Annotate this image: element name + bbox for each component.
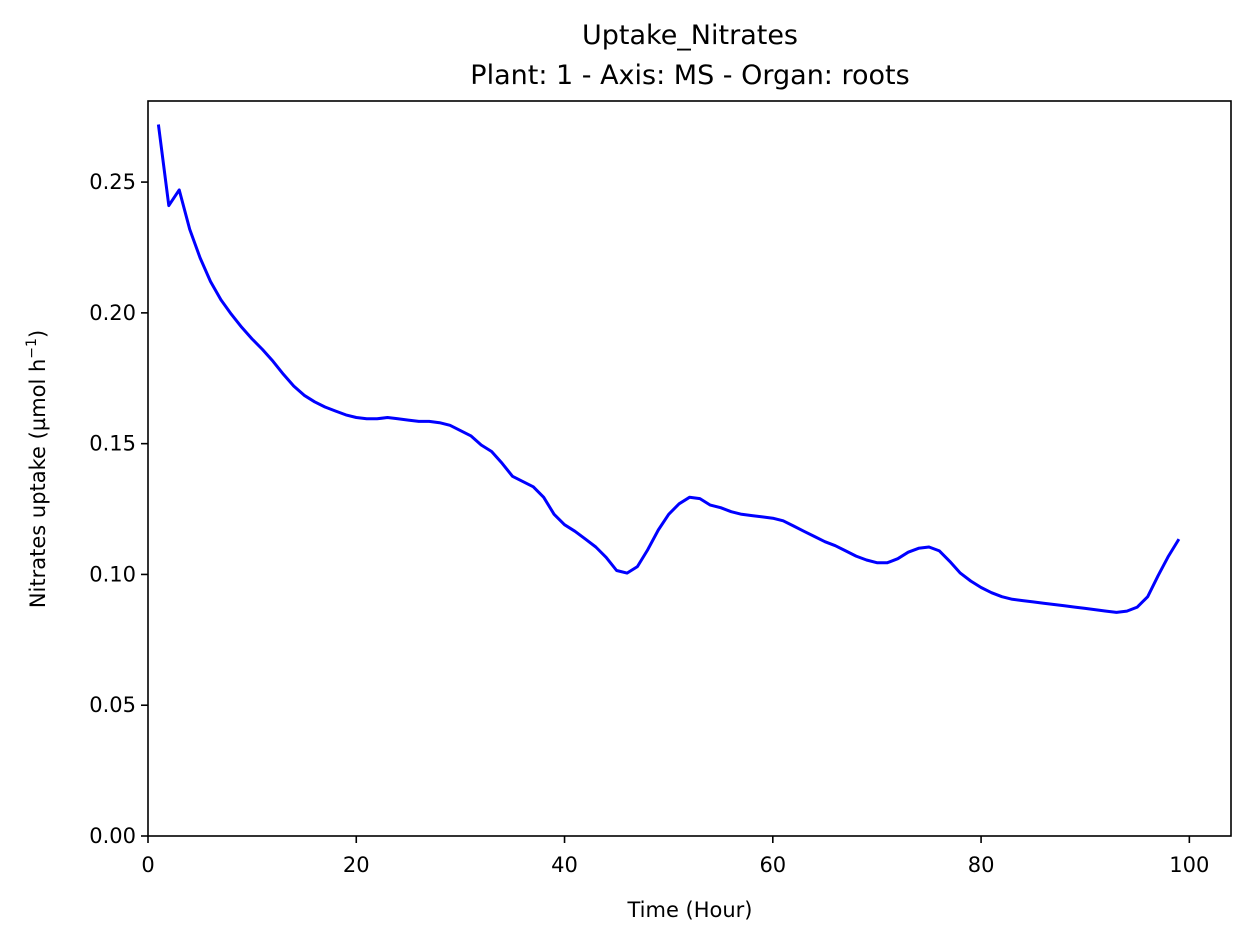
x-axis-ticks: 0 20 40 60 80 100: [141, 836, 1209, 877]
x-tick-label: 20: [343, 853, 370, 877]
y-axis-label: Nitrates uptake (µmol h−1): [24, 330, 50, 608]
y-axis-label-close: ): [26, 330, 50, 338]
x-axis-label: Time (Hour): [626, 898, 752, 922]
y-tick-label: 0.25: [89, 170, 136, 194]
y-axis-label-main: Nitrates uptake (µmol h: [26, 359, 50, 608]
y-axis-label-superscript: −1: [24, 338, 40, 359]
axes-frame: [147, 100, 1232, 837]
x-tick-label: 40: [551, 853, 578, 877]
x-tick-label: 60: [759, 853, 786, 877]
series-line-uptake: [156, 124, 1181, 614]
chart-subtitle: Plant: 1 - Axis: MS - Organ: roots: [470, 60, 909, 91]
x-tick-label: 100: [1169, 853, 1209, 877]
y-tick-label: 0.15: [89, 432, 136, 456]
chart-title: Uptake_Nitrates: [582, 20, 798, 51]
y-tick-label: 0.20: [89, 301, 136, 325]
y-tick-label: 0.00: [89, 824, 136, 848]
x-tick-label: 0: [141, 853, 154, 877]
x-tick-label: 80: [968, 853, 995, 877]
y-axis-ticks: 0.00 0.05 0.10 0.15 0.20 0.25: [89, 170, 148, 848]
y-tick-label: 0.05: [89, 693, 136, 717]
plot-area: [147, 100, 1232, 837]
y-tick-label: 0.10: [89, 562, 136, 586]
